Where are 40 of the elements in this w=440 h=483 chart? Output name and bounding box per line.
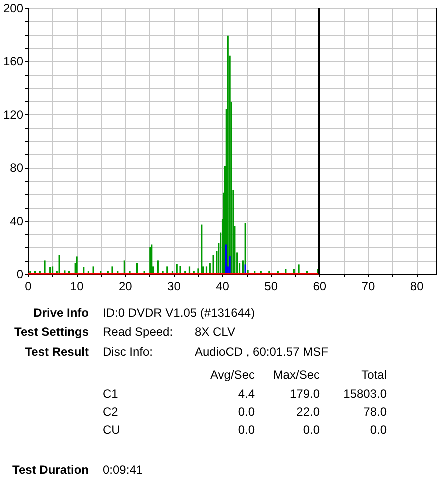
text: 4.4	[238, 387, 255, 401]
text: Disc Info:	[103, 345, 154, 359]
text: 78.0	[364, 405, 387, 419]
y-tick-label: 200	[3, 2, 24, 16]
text: Test Result	[25, 345, 89, 359]
x-tick-label: 70	[362, 280, 376, 294]
x-tick-label: 60	[313, 280, 327, 294]
text: CU	[103, 423, 120, 437]
text: Total	[362, 368, 387, 382]
y-tick-label: 80	[10, 161, 24, 176]
text: 0.0	[238, 405, 255, 419]
x-tick-label: 50	[264, 280, 278, 294]
x-tick-label: 10	[70, 280, 84, 294]
text: C1	[103, 387, 118, 401]
x-tick-label: 30	[168, 280, 182, 294]
x-tick-label: 80	[410, 280, 424, 294]
x-tick-label: 0	[25, 280, 32, 294]
text: AudioCD , 60:01.57 MSF	[195, 345, 328, 359]
y-tick-label: 40	[10, 214, 24, 228]
text: Test Duration	[12, 463, 89, 477]
text: ID:0 DVDR V1.05 (#131644)	[103, 306, 256, 320]
text: Test Settings	[14, 325, 89, 339]
text: 0.0	[370, 423, 387, 437]
text: 0.0	[238, 423, 255, 437]
text: 22.0	[296, 405, 320, 419]
y-tick-label: 160	[3, 54, 24, 69]
text: Avg/Sec	[210, 368, 255, 382]
text: 0:09:41	[103, 463, 144, 477]
x-tick-label: 40	[216, 280, 230, 294]
text: Read Speed:	[103, 325, 174, 339]
text: 179.0	[290, 387, 320, 401]
text: 0.0	[303, 423, 320, 437]
y-tick-label: 0	[16, 268, 24, 282]
text: 8X CLV	[195, 325, 236, 339]
text: C2	[103, 405, 118, 419]
text: Max/Sec	[273, 368, 320, 382]
text: 15803.0	[344, 387, 387, 401]
y-tick-label: 120	[3, 108, 24, 122]
text: Drive Info	[34, 306, 89, 320]
x-tick-label: 20	[118, 280, 133, 294]
